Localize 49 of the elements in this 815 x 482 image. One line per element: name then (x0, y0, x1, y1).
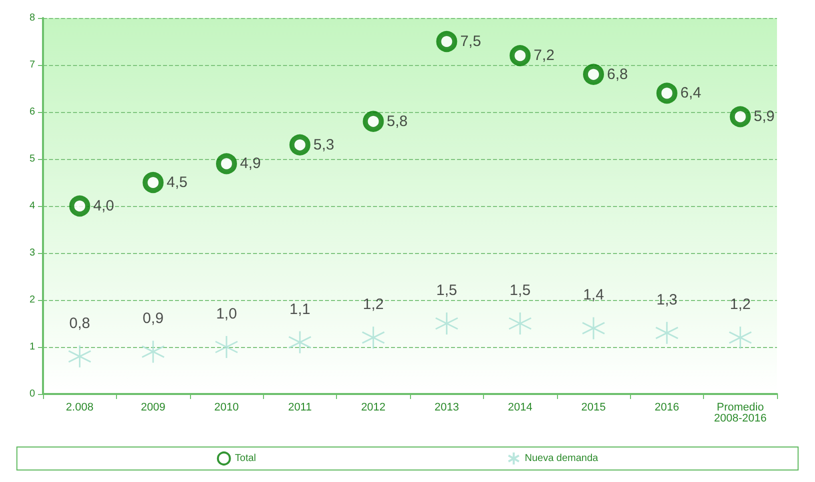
data-label: 0,8 (69, 314, 90, 332)
y-tick-label: 0 (29, 388, 36, 400)
data-label: 6,8 (607, 66, 628, 83)
point (142, 172, 164, 193)
point (69, 196, 90, 216)
x-tick-label: 2015 (581, 402, 606, 414)
point (289, 134, 310, 156)
x-tick-label: 2013 (434, 402, 459, 414)
data-label: 0,9 (142, 310, 164, 328)
x-tick-label: Promedio 2008-2016 (714, 402, 767, 424)
data-label: 7,2 (534, 47, 554, 64)
x-tick-label: 2010 (214, 402, 239, 414)
y-tick-label: 8 (29, 12, 36, 24)
legend-label: Nueva demanda (524, 453, 599, 464)
data-label: 1,2 (730, 296, 751, 314)
point (730, 106, 751, 128)
data-label: 1,4 (583, 286, 604, 304)
data-label: 7,5 (460, 33, 482, 50)
y-tick-label: 4 (29, 200, 36, 212)
x-tick-label: 2009 (140, 402, 166, 414)
data-label: 5,3 (313, 136, 334, 154)
data-label: 5,8 (386, 112, 408, 130)
y-tick-label: 2 (29, 294, 36, 306)
x-tick-label: 2.008 (66, 402, 94, 414)
y-tick-label: 6 (29, 106, 36, 118)
x-tick-label: 2011 (288, 402, 312, 414)
data-label: 1,5 (436, 282, 458, 299)
data-label: 1,1 (289, 300, 310, 318)
data-label: 1,5 (510, 282, 531, 299)
point (656, 82, 678, 104)
x-tick-label: 2016 (654, 402, 680, 414)
y-tick-label: 1 (29, 342, 36, 352)
point (216, 153, 237, 174)
point (362, 110, 384, 132)
y-tick-label: 7 (29, 60, 36, 70)
x-tick-label: 2012 (361, 402, 386, 414)
data-label: 4,5 (166, 174, 188, 191)
data-label: 1,0 (216, 306, 237, 322)
point (583, 64, 604, 85)
data-label: 4,9 (240, 155, 261, 172)
data-label: 5,9 (754, 108, 775, 126)
point (436, 31, 458, 52)
x-tick-label: 2014 (508, 402, 532, 414)
point (510, 45, 531, 66)
data-label: 1,2 (362, 296, 384, 314)
y-tick-label: 3 (29, 248, 36, 258)
data-label: 6,4 (680, 84, 702, 102)
legend-label: Total (234, 453, 256, 464)
y-tick-label: 5 (29, 154, 36, 164)
